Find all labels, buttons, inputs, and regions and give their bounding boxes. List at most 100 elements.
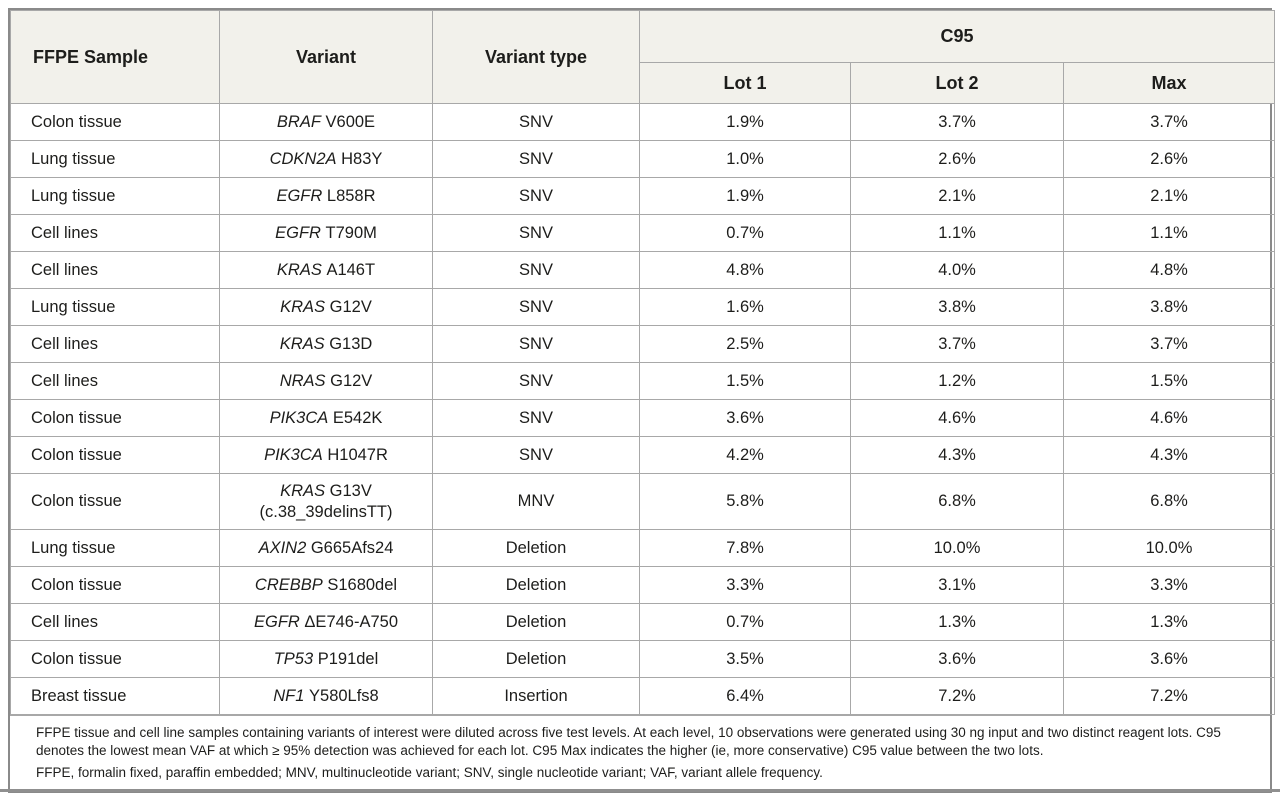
cell-c95-max: 3.6% xyxy=(1063,640,1275,678)
cell-c95-lot2: 3.1% xyxy=(850,566,1064,604)
cell-c95-lot1: 1.5% xyxy=(639,362,851,400)
cell-c95-lot2: 2.6% xyxy=(850,140,1064,178)
cell-variant-type: Deletion xyxy=(432,640,640,678)
cell-c95-max: 3.3% xyxy=(1063,566,1275,604)
cell-c95-max: 1.1% xyxy=(1063,214,1275,252)
cell-ffpe-sample: Cell lines xyxy=(10,362,220,400)
table-row: Colon tissue BRAF V600E SNV 1.9% 3.7% 3.… xyxy=(10,103,1275,141)
cell-variant: KRAS G13D xyxy=(219,325,433,363)
cell-variant: KRAS G13V (c.38_39delinsTT) xyxy=(219,473,433,530)
cell-variant-type: SNV xyxy=(432,140,640,178)
cell-variant-type: SNV xyxy=(432,399,640,437)
mutation-name: G13V xyxy=(325,481,372,500)
cell-c95-lot2: 3.7% xyxy=(850,325,1064,363)
header-row-sub: Lot 1 Lot 2 Max xyxy=(11,62,1275,104)
cell-c95-lot2: 6.8% xyxy=(850,473,1064,530)
gene-name: CREBBP xyxy=(254,575,323,594)
cell-c95-lot1: 2.5% xyxy=(639,325,851,363)
table-row: Colon tissue PIK3CA E542K SNV 3.6% 4.6% … xyxy=(10,399,1275,437)
cell-variant-type: Insertion xyxy=(432,677,640,715)
table-row: Lung tissue EGFR L858R SNV 1.9% 2.1% 2.1… xyxy=(10,177,1275,215)
cell-variant: PIK3CA E542K xyxy=(219,399,433,437)
cell-ffpe-sample: Cell lines xyxy=(10,214,220,252)
cell-variant-type: SNV xyxy=(432,251,640,289)
cell-c95-lot2: 3.8% xyxy=(850,288,1064,326)
gene-name: NRAS xyxy=(279,371,326,390)
cell-c95-lot1: 5.8% xyxy=(639,473,851,530)
cell-c95-lot1: 0.7% xyxy=(639,214,851,252)
cell-c95-lot1: 1.0% xyxy=(639,140,851,178)
table-row: Cell lines EGFR T790M SNV 0.7% 1.1% 1.1% xyxy=(10,214,1275,252)
cell-c95-lot2: 3.7% xyxy=(850,103,1064,141)
cell-c95-lot2: 3.6% xyxy=(850,640,1064,678)
cell-c95-lot1: 3.5% xyxy=(639,640,851,678)
cell-ffpe-sample: Cell lines xyxy=(10,251,220,289)
table-footnote: FFPE tissue and cell line samples contai… xyxy=(10,715,1270,791)
cell-c95-lot2: 2.1% xyxy=(850,177,1064,215)
cell-variant-type: SNV xyxy=(432,325,640,363)
cell-variant-type: SNV xyxy=(432,436,640,474)
mutation-name: G12V xyxy=(325,371,373,390)
cell-c95-lot2: 10.0% xyxy=(850,529,1064,567)
table-row: Lung tissue AXIN2 G665Afs24 Deletion 7.8… xyxy=(10,529,1275,567)
cell-c95-lot1: 3.6% xyxy=(639,399,851,437)
gene-name: EGFR xyxy=(275,223,321,242)
gene-name: BRAF xyxy=(276,112,321,131)
cell-c95-lot2: 7.2% xyxy=(850,677,1064,715)
gene-name: NF1 xyxy=(273,686,305,705)
gene-name: KRAS xyxy=(279,334,325,353)
cell-variant-type: SNV xyxy=(432,214,640,252)
gene-name: KRAS xyxy=(276,260,322,279)
cell-c95-lot2: 4.3% xyxy=(850,436,1064,474)
cell-ffpe-sample: Lung tissue xyxy=(10,177,220,215)
mutation-name: T790M xyxy=(320,223,377,242)
mutation-name: P191del xyxy=(313,649,379,668)
cell-variant: KRAS A146T xyxy=(219,251,433,289)
cell-variant: EGFR L858R xyxy=(219,177,433,215)
column-header-max: Max xyxy=(1063,62,1275,104)
cell-variant-type: Deletion xyxy=(432,603,640,641)
mutation-cdna-notation: (c.38_39delinsTT) xyxy=(259,502,393,521)
gene-name: TP53 xyxy=(273,649,314,668)
table-row: Colon tissue KRAS G13V (c.38_39delinsTT)… xyxy=(10,473,1275,530)
cell-c95-lot1: 1.9% xyxy=(639,103,851,141)
cell-c95-max: 6.8% xyxy=(1063,473,1275,530)
cell-variant-type: SNV xyxy=(432,177,640,215)
mutation-name: Y580Lfs8 xyxy=(304,686,379,705)
cell-c95-max: 4.8% xyxy=(1063,251,1275,289)
mutation-name: G12V xyxy=(325,297,372,316)
cell-variant: NRAS G12V xyxy=(219,362,433,400)
gene-name: CDKN2A xyxy=(269,149,337,168)
cell-ffpe-sample: Breast tissue xyxy=(10,677,220,715)
column-header-ffpe-sample: FFPE Sample xyxy=(10,10,220,104)
table-row: Breast tissue NF1 Y580Lfs8 Insertion 6.4… xyxy=(10,677,1275,715)
cell-ffpe-sample: Colon tissue xyxy=(10,640,220,678)
cell-c95-max: 4.6% xyxy=(1063,399,1275,437)
cell-ffpe-sample: Cell lines xyxy=(10,325,220,363)
gene-name: AXIN2 xyxy=(258,538,307,557)
cell-ffpe-sample: Colon tissue xyxy=(10,436,220,474)
cell-c95-lot1: 6.4% xyxy=(639,677,851,715)
header-row-top: FFPE Sample Variant Variant type C95 xyxy=(10,10,1275,104)
cell-variant: PIK3CA H1047R xyxy=(219,436,433,474)
cell-c95-max: 3.8% xyxy=(1063,288,1275,326)
cell-c95-max: 4.3% xyxy=(1063,436,1275,474)
table-row: Cell lines EGFR ΔE746-A750 Deletion 0.7%… xyxy=(10,603,1275,641)
mutation-name: E542K xyxy=(328,408,383,427)
cell-ffpe-sample: Lung tissue xyxy=(10,140,220,178)
cell-variant-type: SNV xyxy=(432,362,640,400)
cell-ffpe-sample: Lung tissue xyxy=(10,288,220,326)
cell-c95-max: 3.7% xyxy=(1063,103,1275,141)
cell-variant: KRAS G12V xyxy=(219,288,433,326)
bottom-divider xyxy=(0,789,1280,792)
column-header-lot2: Lot 2 xyxy=(850,62,1064,104)
cell-c95-lot1: 7.8% xyxy=(639,529,851,567)
cell-c95-lot1: 1.6% xyxy=(639,288,851,326)
table-row: Colon tissue TP53 P191del Deletion 3.5% … xyxy=(10,640,1275,678)
c95-results-table-container: FFPE Sample Variant Variant type C95 Lot… xyxy=(8,8,1275,793)
cell-variant: NF1 Y580Lfs8 xyxy=(219,677,433,715)
mutation-name: G665Afs24 xyxy=(306,538,394,557)
footnote-abbreviations-text: FFPE, formalin fixed, paraffin embedded;… xyxy=(36,765,823,780)
cell-c95-lot2: 4.6% xyxy=(850,399,1064,437)
column-header-variant: Variant xyxy=(219,10,433,104)
